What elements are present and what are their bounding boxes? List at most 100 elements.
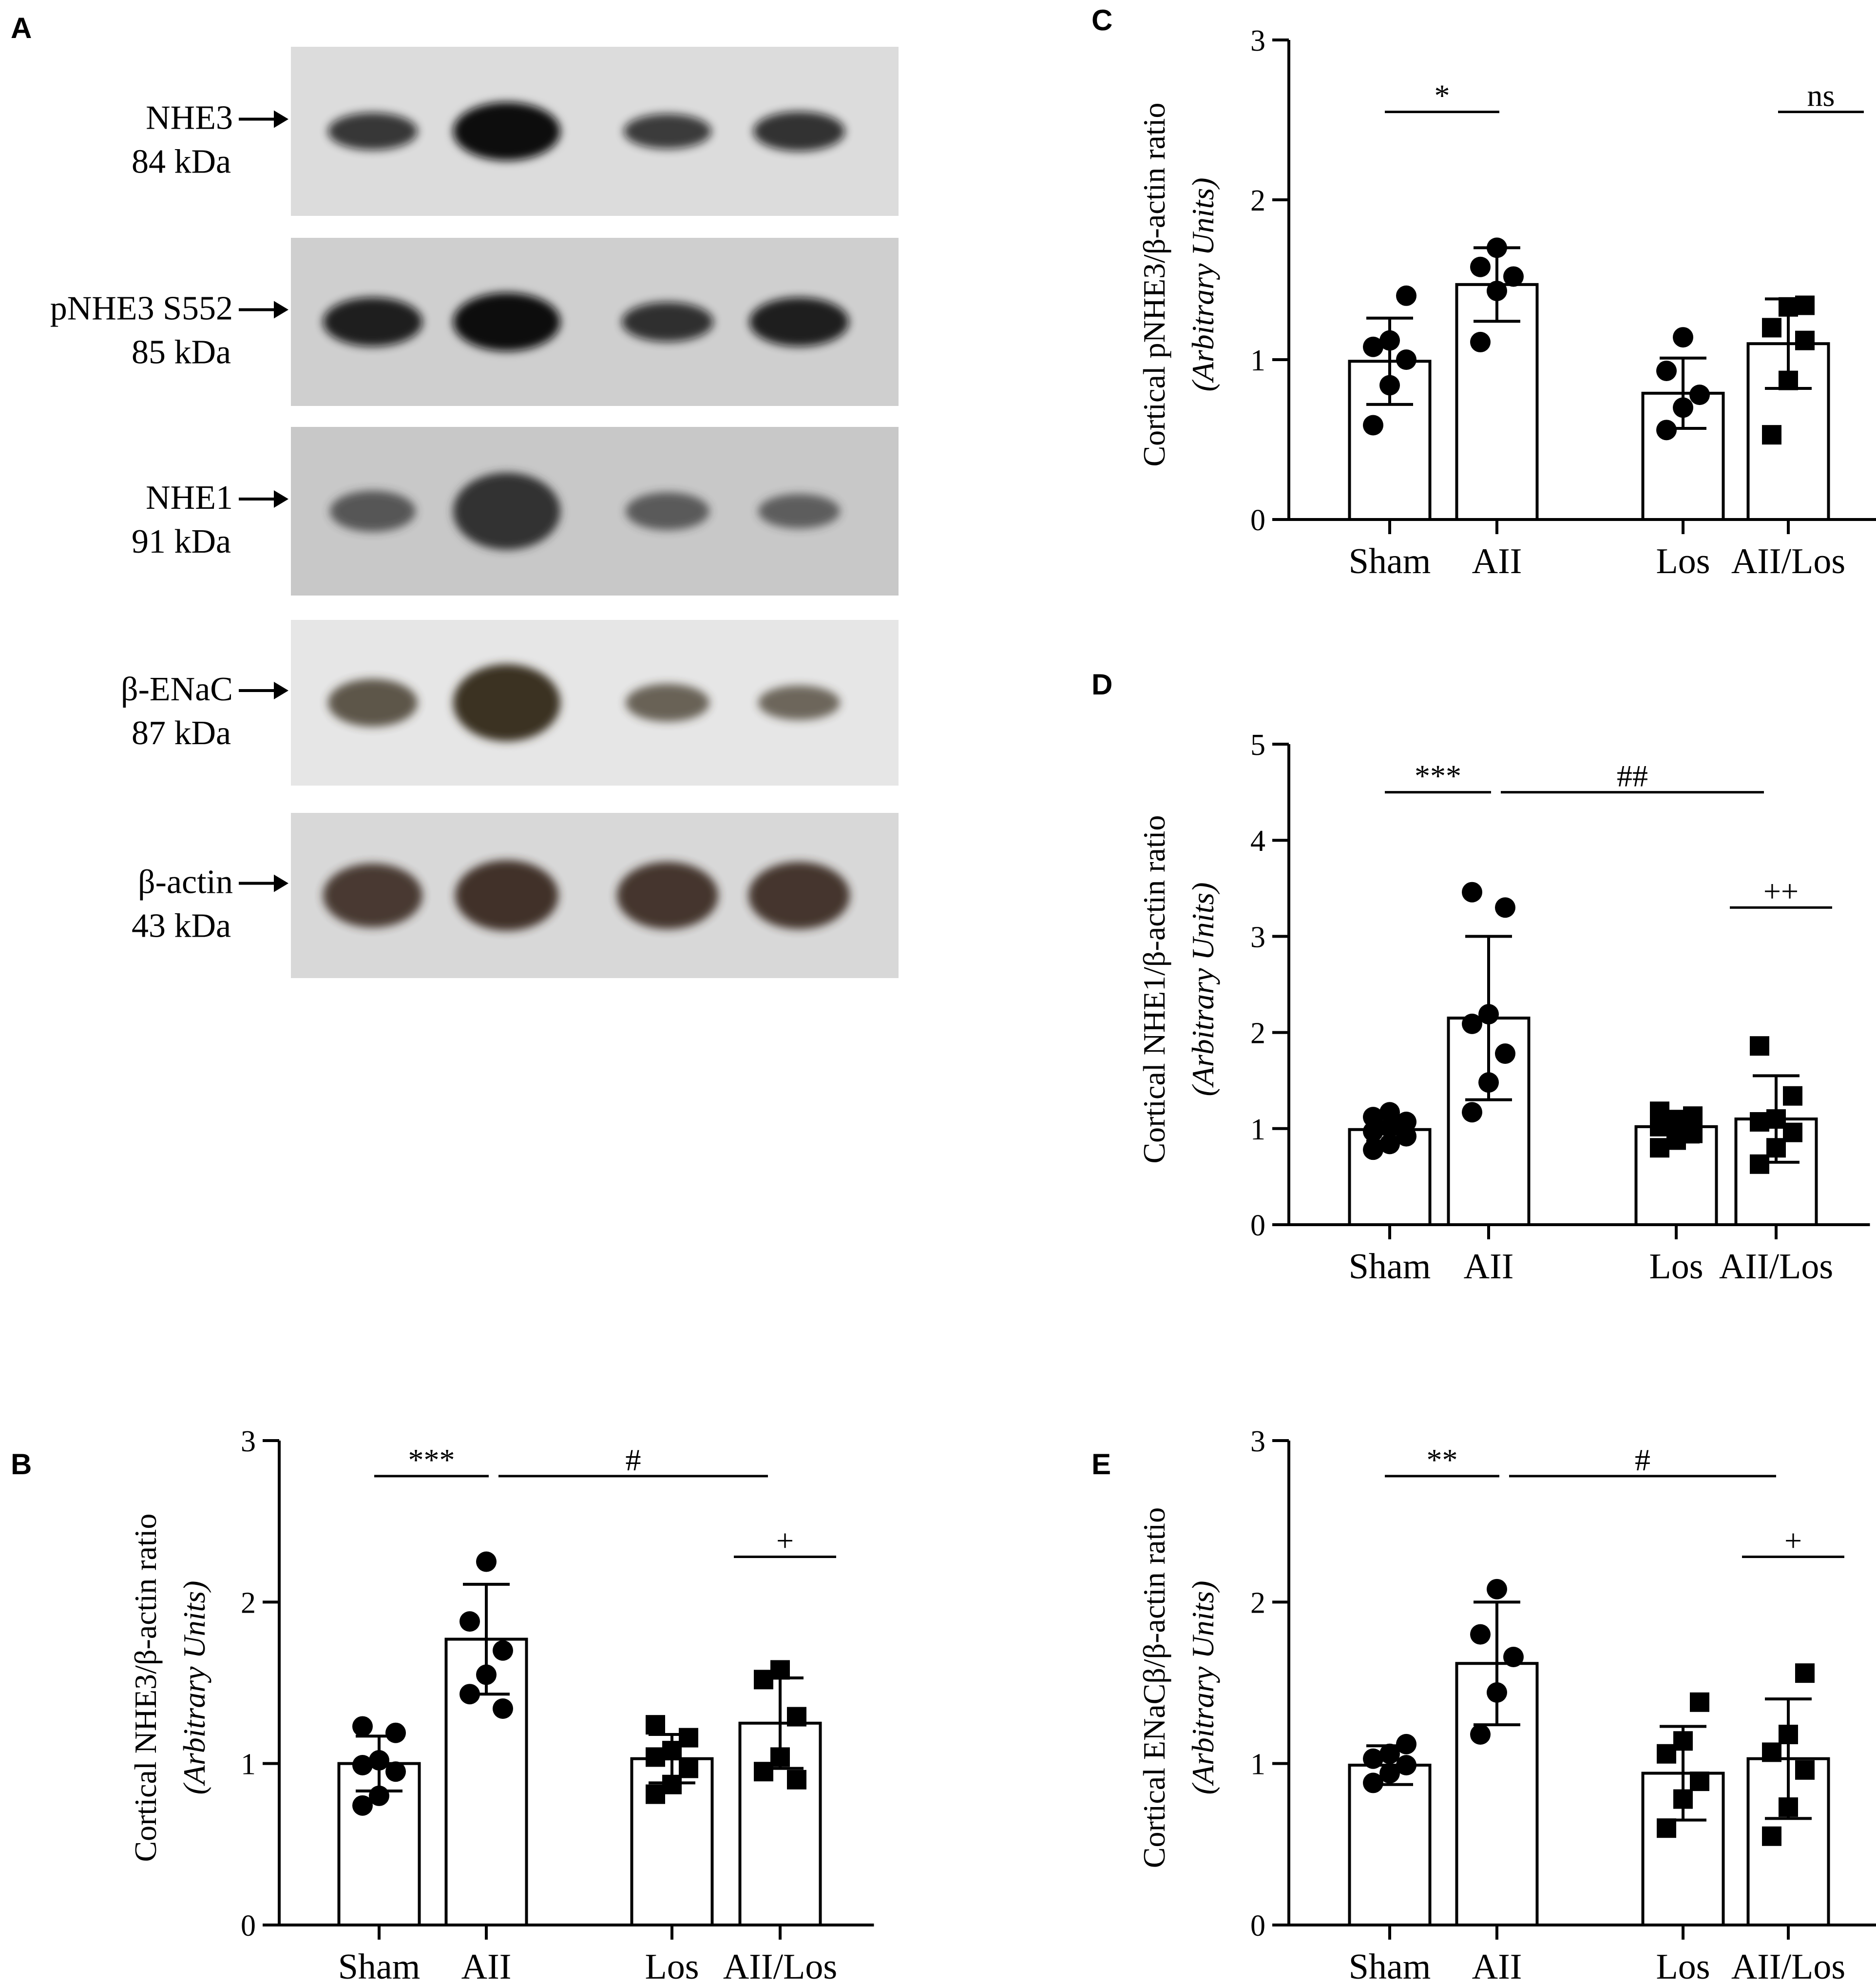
data-point [1795,330,1815,350]
data-point [493,1640,513,1661]
data-point [1363,1748,1383,1769]
data-point [646,1715,665,1735]
data-point [787,1707,806,1727]
chart-panel-e: E 0 1 2 3 Cortical ENaCβ/β-actin ratio (Arbitr… [1091,1425,1876,1983]
y-tick-label: 1 [1250,1748,1265,1781]
y-axis-label: Cortical NHE1/β-actin ratio [1137,815,1171,1164]
y-tick-label: 3 [241,1425,256,1458]
data-point [1396,285,1417,306]
category-label: Sham [1349,541,1431,581]
significance-label: ++ [1763,874,1799,908]
blot-protein-label: β-actin [138,864,233,901]
y-axis-label: Cortical pNHE3/β-actin ratio [1137,103,1171,467]
data-point [385,1761,406,1782]
blot-band [749,297,849,347]
data-point [1470,256,1491,277]
category-label: Los [1656,541,1710,581]
data-point [1750,1154,1769,1174]
blot-protein-label: NHE3 [146,99,233,137]
y-tick-label: 0 [1250,504,1265,537]
data-point [1783,1086,1802,1106]
data-point [1495,1043,1515,1064]
data-point [1363,1139,1383,1160]
y-tick-label: 2 [241,1586,256,1619]
blot-band [617,862,718,929]
y-tick-label: 2 [1250,1017,1265,1050]
significance-label: + [776,1523,794,1558]
y-tick-label: 3 [1250,921,1265,954]
data-point [1690,1771,1709,1791]
blot-band [323,863,422,928]
y-axis-label: Cortical NHE3/β-actin ratio [128,1514,163,1862]
y-tick-label: 0 [241,1909,256,1943]
blot-band [453,472,560,550]
category-label: AII/Los [723,1947,837,1983]
y-axis-unit-label: (Arbitrary Units) [1186,882,1220,1096]
blot-band [455,860,558,931]
data-point [646,1784,665,1804]
blot-band [753,111,845,152]
blot-band [626,684,709,722]
y-tick-label: 1 [1250,344,1265,377]
data-point [1673,327,1693,348]
chart-panel-d: D 0 1 2 3 4 5 Cortical NHE1/β-actin ratio (Arbit… [1091,668,1870,1287]
category-label: Los [1656,1947,1710,1983]
chart-panel-c: C 0 1 2 3 Cortical pNHE3/β-actin ratio (Arbitr… [1091,4,1876,581]
data-point [1750,1112,1769,1132]
y-tick-label: 4 [1250,825,1265,858]
y-axis-unit-label: (Arbitrary Units) [177,1580,211,1794]
data-point [1689,385,1710,405]
blot-arrow-head [274,301,288,319]
blot-band [328,679,418,727]
data-point [770,1660,790,1680]
data-point [1462,1102,1482,1123]
data-point [385,1722,406,1743]
blot-band [323,297,422,347]
data-point [1690,1692,1709,1712]
y-axis-unit-label: (Arbitrary Units) [1186,1580,1220,1794]
data-point [1462,882,1482,903]
category-label: AII/Los [1731,541,1845,581]
data-point [1470,1724,1491,1745]
y-tick-label: 1 [1250,1113,1265,1146]
y-tick-label: 2 [1250,1586,1265,1619]
data-point [1795,1663,1815,1683]
blot-size-label: 91 kDa [132,523,231,560]
blot-size-label: 84 kDa [132,143,231,181]
data-point [1396,1754,1417,1775]
blot-arrow-head [274,874,288,892]
data-point [1762,318,1781,338]
panel-label: E [1091,1448,1111,1481]
data-point [1762,1826,1781,1846]
data-point [646,1747,665,1767]
panel-label: C [1091,4,1112,37]
data-point [1503,266,1524,287]
data-point [1363,1772,1383,1793]
data-point [1762,1742,1781,1762]
blot-band [453,102,560,161]
y-tick-label: 3 [1250,1425,1265,1458]
blot-band [624,114,711,149]
data-point [1396,349,1417,370]
category-label: Sham [1349,1247,1431,1287]
blot-protein-label: NHE1 [146,479,233,517]
y-tick-label: 0 [1250,1209,1265,1242]
data-point [1783,1122,1802,1142]
blot-size-label: 85 kDa [132,334,231,371]
data-point [679,1728,698,1748]
significance-label: ** [1427,1443,1458,1477]
significance-label: ## [1617,759,1648,793]
category-label: Sham [1349,1947,1431,1983]
data-point [352,1716,373,1737]
blot-band [453,292,560,351]
y-tick-label: 5 [1250,729,1265,762]
bar [1348,1763,1432,1926]
blot-arrow-head [274,682,288,699]
blot-arrow-head [274,110,288,128]
y-axis-unit-label: (Arbitrary Units) [1186,177,1220,391]
data-point [352,1754,373,1775]
panel-label: D [1091,668,1112,701]
data-point [679,1758,698,1778]
significance-label: ns [1807,78,1835,113]
data-point [352,1795,373,1816]
